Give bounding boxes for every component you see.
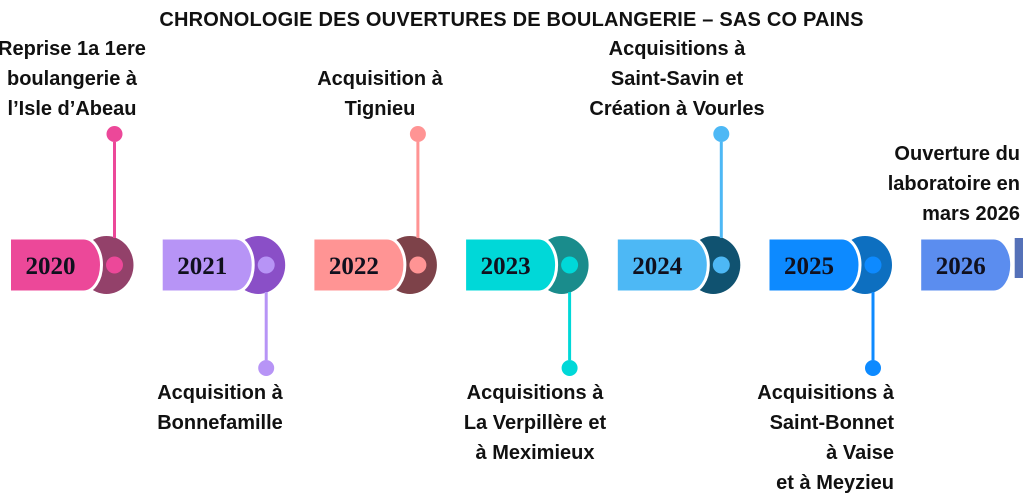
- svg-text:2021: 2021: [177, 253, 227, 280]
- svg-text:2022: 2022: [329, 253, 379, 280]
- svg-text:2020: 2020: [26, 253, 76, 280]
- svg-text:2024: 2024: [632, 253, 683, 280]
- svg-text:2025: 2025: [784, 253, 834, 280]
- svg-text:2023: 2023: [481, 253, 531, 280]
- svg-text:2026: 2026: [936, 253, 986, 280]
